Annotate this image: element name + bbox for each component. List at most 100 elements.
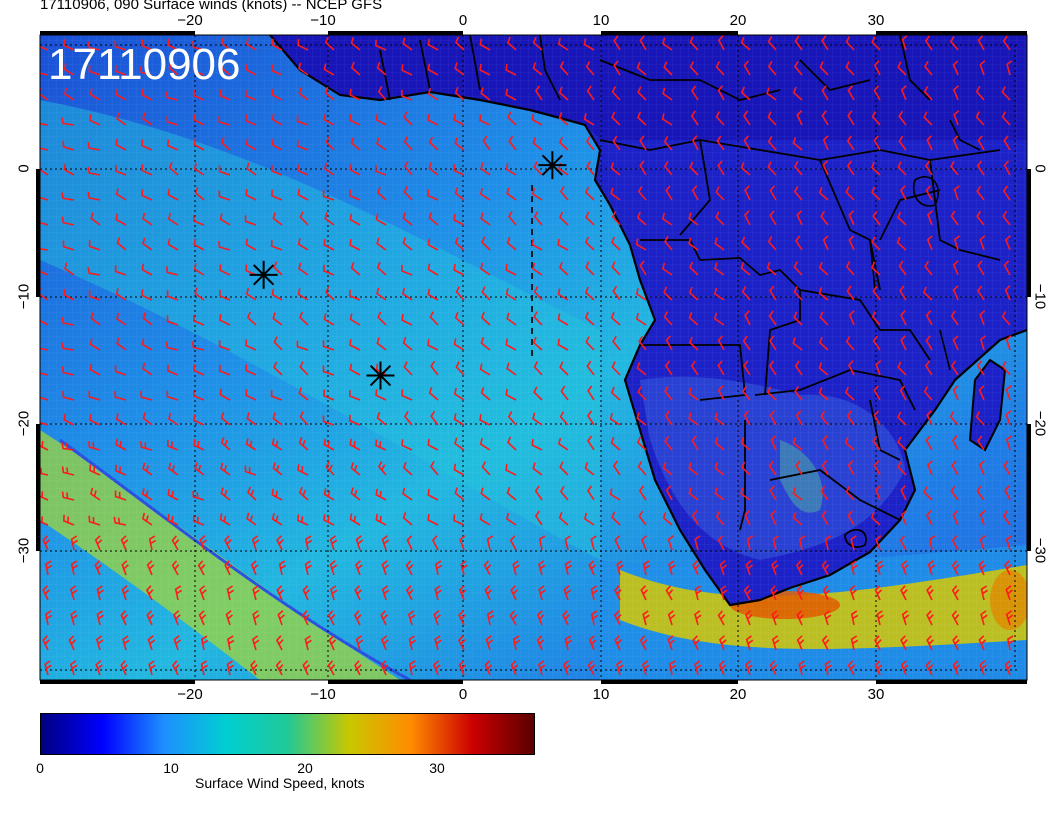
wind-barb [534,510,543,526]
wind-barb [349,339,361,351]
wind-barb [272,212,283,226]
wind-barb [953,110,960,126]
wind-barb [297,39,309,51]
wind-barb [485,635,494,651]
wind-barb [692,635,700,651]
wind-barb [324,212,335,226]
wind-barb [770,435,777,451]
wind-barb [1005,610,1014,626]
wind-barb [875,535,882,551]
wind-barb [953,235,961,251]
wind-barb [115,138,127,151]
wind-barb [330,585,338,601]
wind-barb [663,286,673,301]
wind-barb [610,311,621,326]
wind-barb [849,585,857,601]
wind-barb [980,610,988,626]
wind-barb [559,361,569,376]
wind-barb [642,610,650,626]
wind-barb [767,111,777,126]
wind-barb [277,610,285,626]
wind-barb [323,162,335,176]
wind-barb [532,62,543,76]
wind-barb [89,414,101,426]
wind-barb [40,221,49,226]
wind-barb [327,610,336,626]
wind-barb [381,585,390,601]
wind-barb [897,211,907,226]
wind-barb [350,137,361,151]
wind-barb [585,236,595,251]
wind-barb [145,585,154,601]
wind-barb [823,610,832,626]
wind-barb [323,238,335,251]
wind-barb [663,61,673,76]
wind-barb [795,410,803,426]
border-scale-bars [36,31,1031,684]
wind-barb [402,461,413,476]
wind-barb [166,315,179,326]
wind-barb [115,88,127,101]
wind-barb [977,435,985,451]
wind-barb [741,461,751,476]
lon-tick-top: 30 [867,12,885,29]
wind-barb [615,660,624,676]
wind-barb [428,387,439,401]
colorbar-title: Surface Wind Speed, knots [195,775,365,791]
wind-barb [272,462,283,476]
wind-barb [276,535,284,551]
wind-barb [1001,361,1011,376]
wind-barb [663,161,673,176]
wind-barb [793,161,803,176]
wind-barb [926,610,934,626]
wind-barb [114,40,127,51]
lon-tick-bottom: −20 [177,686,203,703]
wind-barb [220,487,231,501]
wind-barb [40,248,49,251]
wind-barb [897,461,907,476]
wind-barb [717,160,725,176]
lon-tick-top: −20 [177,12,203,29]
wind-barb [847,510,855,526]
wind-barb [533,161,543,176]
wind-barb [898,110,907,126]
wind-barb [924,35,933,51]
lat-tick-right: 0 [1031,164,1049,173]
wind-barb [87,142,101,151]
wind-barb [61,442,75,451]
wind-barb [220,61,231,76]
wind-barb [1005,335,1012,351]
wind-barb [375,513,387,526]
wind-barb [769,210,777,226]
wind-barb [430,360,439,376]
wind-barb [1005,410,1012,426]
wind-barb [713,287,725,301]
wind-barb [952,285,959,301]
wind-barb [641,535,648,551]
wind-barb [818,362,829,376]
wind-barb [42,535,50,551]
wind-barb [975,111,985,126]
wind-barb [427,263,439,276]
wind-barb [218,340,231,351]
wind-barb [612,135,621,151]
wind-barb [116,112,127,126]
wind-barb [767,36,777,51]
wind-barb [611,211,621,226]
wind-barb [821,85,829,101]
wind-barb [271,138,283,151]
wind-barb [587,485,595,501]
wind-barb [609,488,621,501]
wind-barb [302,585,311,601]
wind-barb [899,535,907,551]
wind-barb [636,436,647,451]
wind-barb [428,212,439,226]
wind-barb [272,412,283,426]
wind-barb [951,435,959,451]
wind-barb [480,162,491,176]
wind-barb [116,337,127,351]
wind-barb [795,235,803,251]
wind-barb [635,312,647,326]
wind-barb [1004,485,1011,501]
wind-barb [63,87,75,101]
